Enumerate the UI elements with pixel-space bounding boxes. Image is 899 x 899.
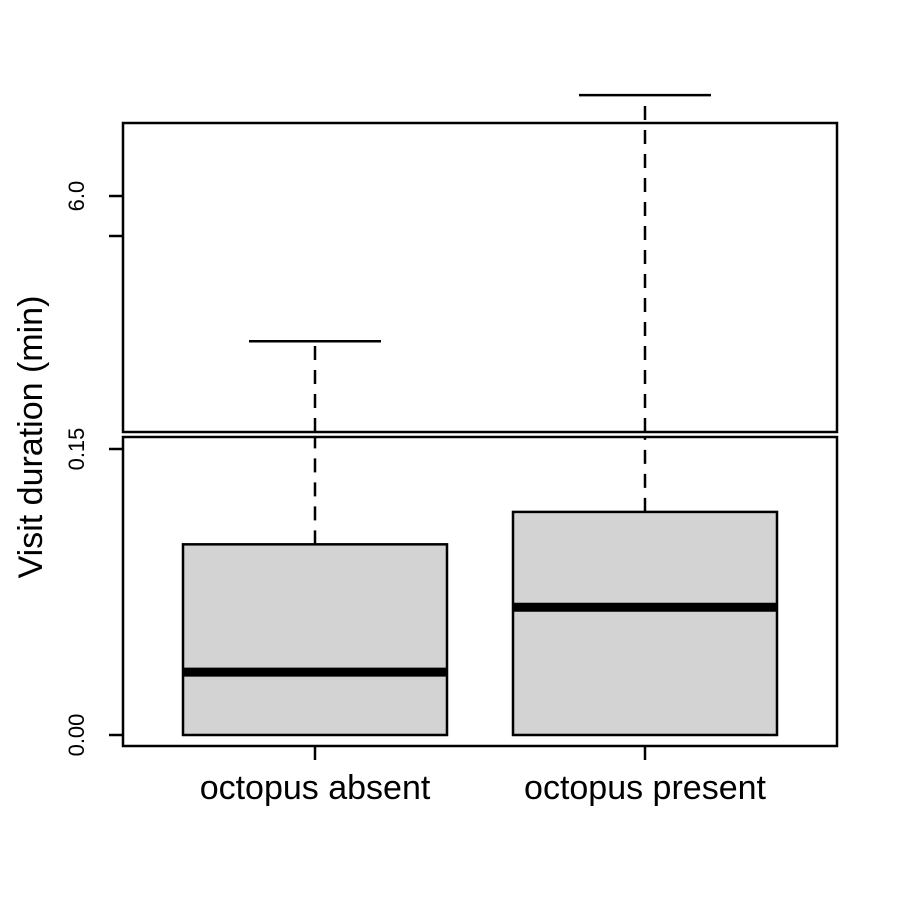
upper-panel-frame [121,121,839,434]
box-octopus-present-iqr [511,510,779,737]
box-octopus-absent-iqr [181,543,449,737]
y-tick-label-1: 0.15 [64,428,89,471]
boxes-layer [181,93,779,737]
x-tick-label-1: octopus present [524,769,766,807]
lower-panel-frame [121,435,839,748]
y-tick-label-2: 6.0 [64,181,89,212]
plot-panels [121,121,839,748]
axes-layer: octopus absent octopus present 0.00 0.15 6.0 [64,181,767,807]
y-tick-label-0: 0.00 [64,714,89,757]
y-axis-label: Visit duration (min) [12,296,50,579]
x-tick-label-0: octopus absent [200,769,431,807]
